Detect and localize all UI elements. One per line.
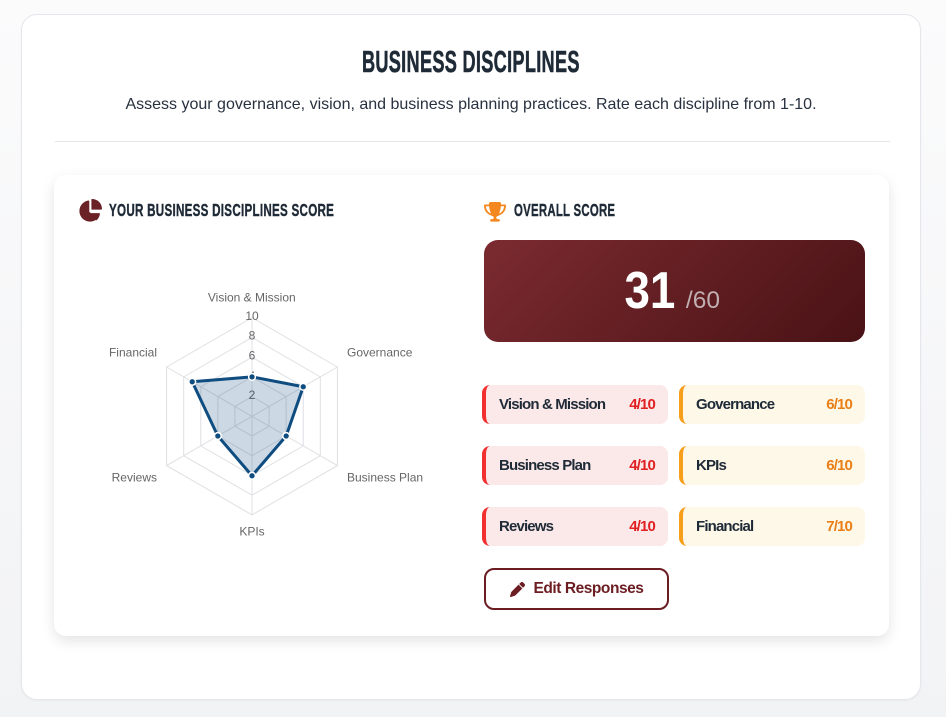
svg-text:10: 10 [245, 309, 259, 323]
svg-text:Reviews: Reviews [112, 470, 157, 484]
svg-text:2: 2 [249, 388, 256, 402]
svg-text:Vision & Mission: Vision & Mission [208, 290, 296, 304]
svg-text:Business Plan: Business Plan [347, 470, 423, 484]
svg-text:Financial: Financial [109, 345, 157, 359]
svg-text:8: 8 [249, 329, 256, 343]
svg-text:KPIs: KPIs [239, 524, 264, 538]
svg-text:Governance: Governance [347, 345, 413, 359]
svg-text:6: 6 [249, 348, 256, 362]
